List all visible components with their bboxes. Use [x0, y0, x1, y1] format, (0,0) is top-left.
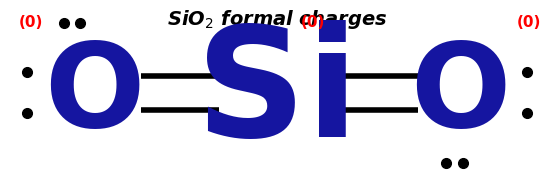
Text: (0): (0)	[517, 15, 541, 30]
Text: O: O	[44, 37, 144, 152]
Text: (0): (0)	[301, 15, 325, 30]
Text: (0): (0)	[18, 15, 43, 30]
Text: Si: Si	[196, 20, 358, 169]
Text: O: O	[410, 37, 510, 152]
Text: SiO$_2$ formal charges: SiO$_2$ formal charges	[167, 8, 387, 31]
